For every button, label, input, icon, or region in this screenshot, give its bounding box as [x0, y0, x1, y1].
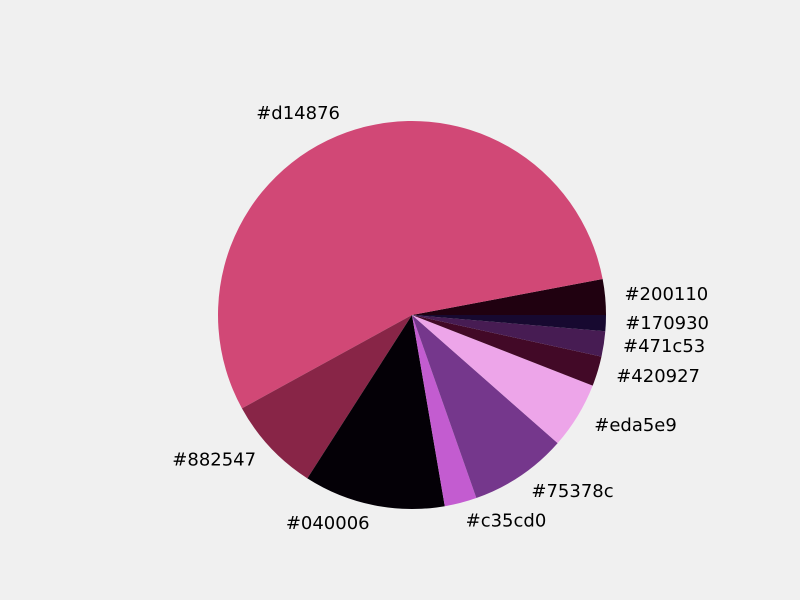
- pie-slice-170930: [412, 315, 606, 332]
- pie-slice-d14876: [217, 120, 603, 409]
- pie-label-170930: #170930: [625, 313, 709, 334]
- pie-slice-75378c: [412, 315, 558, 499]
- pie-label-420927: #420927: [616, 366, 700, 387]
- pie-label-c35cd0: #c35cd0: [466, 511, 547, 532]
- pie-slice-200110: [412, 279, 606, 315]
- pie-label-eda5e9: #eda5e9: [594, 415, 677, 436]
- pie-slice-c35cd0: [412, 315, 477, 507]
- pie-label-471c53: #471c53: [623, 336, 705, 357]
- pie-slice-eda5e9: [412, 315, 593, 444]
- pie-labels: #200110 #d14876 #882547 #040006 #c35cd0 #7537…: [172, 103, 709, 534]
- pie-slice-471c53: [412, 315, 606, 357]
- pie-slices: [217, 120, 606, 509]
- pie-slice-420927: [412, 315, 602, 386]
- pie-label-75378c: #75378c: [531, 481, 613, 502]
- pie-slice-040006: [307, 315, 445, 509]
- pie-label-200110: #200110: [624, 284, 708, 305]
- pie-label-882547: #882547: [172, 450, 256, 471]
- pie-label-d14876: #d14876: [256, 103, 340, 124]
- pie-label-040006: #040006: [286, 513, 370, 534]
- pie-slice-882547: [241, 315, 412, 479]
